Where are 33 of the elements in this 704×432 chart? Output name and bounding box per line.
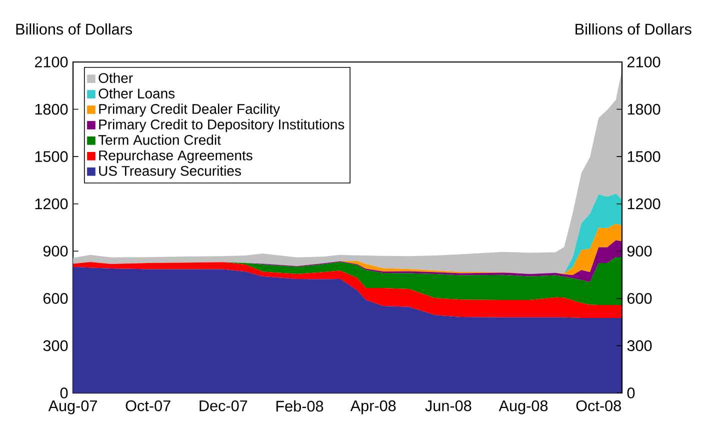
y-tick-label: 1200 <box>35 198 68 210</box>
x-tick-label: Feb-08 <box>276 400 324 412</box>
y2-tick-label: 300 <box>627 340 652 352</box>
x-tick-label: Apr-08 <box>350 400 396 414</box>
y2-tick-label: 2100 <box>627 56 660 68</box>
y-tick-label: 2100 <box>34 56 68 68</box>
x-tick-label: Aug-08 <box>498 400 548 414</box>
y2-tick-label: 600 <box>627 292 652 304</box>
legend-label: Repurchase Agreements <box>99 150 252 164</box>
y2-tick-label: 900 <box>627 246 652 257</box>
legend-label: Other <box>98 72 133 83</box>
y2-tick-label: 1200 <box>628 198 660 210</box>
x-tick-label: Oct-08 <box>576 400 621 412</box>
legend-label: Term Auction Credit <box>98 134 221 145</box>
legend-label: Primary Credit to Depository Institutions <box>99 119 344 132</box>
y-tick-label: 0 <box>60 388 68 398</box>
y-tick-label: 900 <box>43 246 68 257</box>
y-tick-label: 300 <box>43 340 68 352</box>
y2-tick-label: 1800 <box>628 104 660 115</box>
legend-label: Primary Credit Dealer Facility <box>99 104 280 117</box>
legend-label: Other Loans <box>98 88 175 98</box>
y2-tick-label: 0 <box>627 388 635 398</box>
x-tick-label: Aug-07 <box>48 400 97 414</box>
y-tick-label: 1800 <box>35 104 68 115</box>
y-tick-label: 1500 <box>35 151 68 162</box>
y-axis-title: Billions of Dollars <box>16 23 132 35</box>
legend-label: US Treasury Securities <box>99 166 241 179</box>
x-tick-label: Dec-07 <box>200 400 248 412</box>
y-tick-label: 600 <box>43 292 68 304</box>
x-tick-label: Jun-08 <box>425 400 472 412</box>
y2-tick-label: 1500 <box>628 151 660 162</box>
x-tick-label: Oct-07 <box>126 400 170 412</box>
y2-axis-title: Billions of Dollars <box>576 23 692 35</box>
